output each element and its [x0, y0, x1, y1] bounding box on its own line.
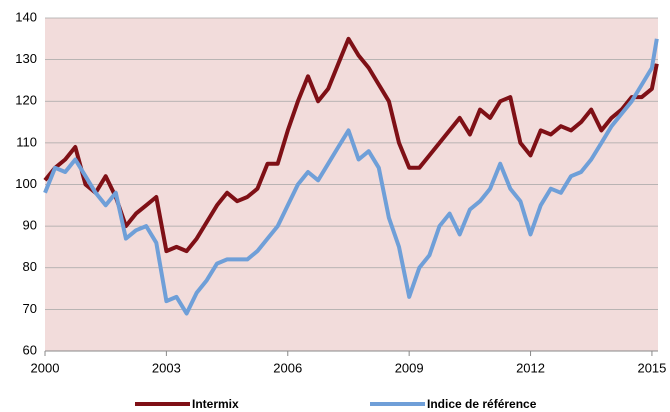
y-tick-label: 70	[23, 301, 37, 316]
x-tick-label: 2012	[516, 360, 545, 375]
legend-label: Indice de référence	[427, 397, 537, 411]
x-tick-label: 2006	[273, 360, 302, 375]
y-tick-label: 100	[15, 176, 37, 191]
x-tick-label: 2009	[395, 360, 424, 375]
y-tick-label: 120	[15, 93, 37, 108]
x-tick-label: 2015	[637, 360, 666, 375]
y-tick-label: 110	[16, 134, 37, 149]
x-tick-label: 2000	[31, 360, 60, 375]
y-tick-label: 140	[15, 9, 37, 24]
series-line	[43, 36, 659, 254]
legend-label: Intermix	[192, 397, 239, 411]
y-tick-label: 90	[23, 218, 37, 233]
y-tick-label: 80	[23, 259, 37, 274]
x-tick-label: 2003	[152, 360, 181, 375]
series-line	[43, 38, 659, 316]
y-tick-label: 60	[23, 342, 37, 357]
y-tick-label: 130	[15, 51, 37, 66]
